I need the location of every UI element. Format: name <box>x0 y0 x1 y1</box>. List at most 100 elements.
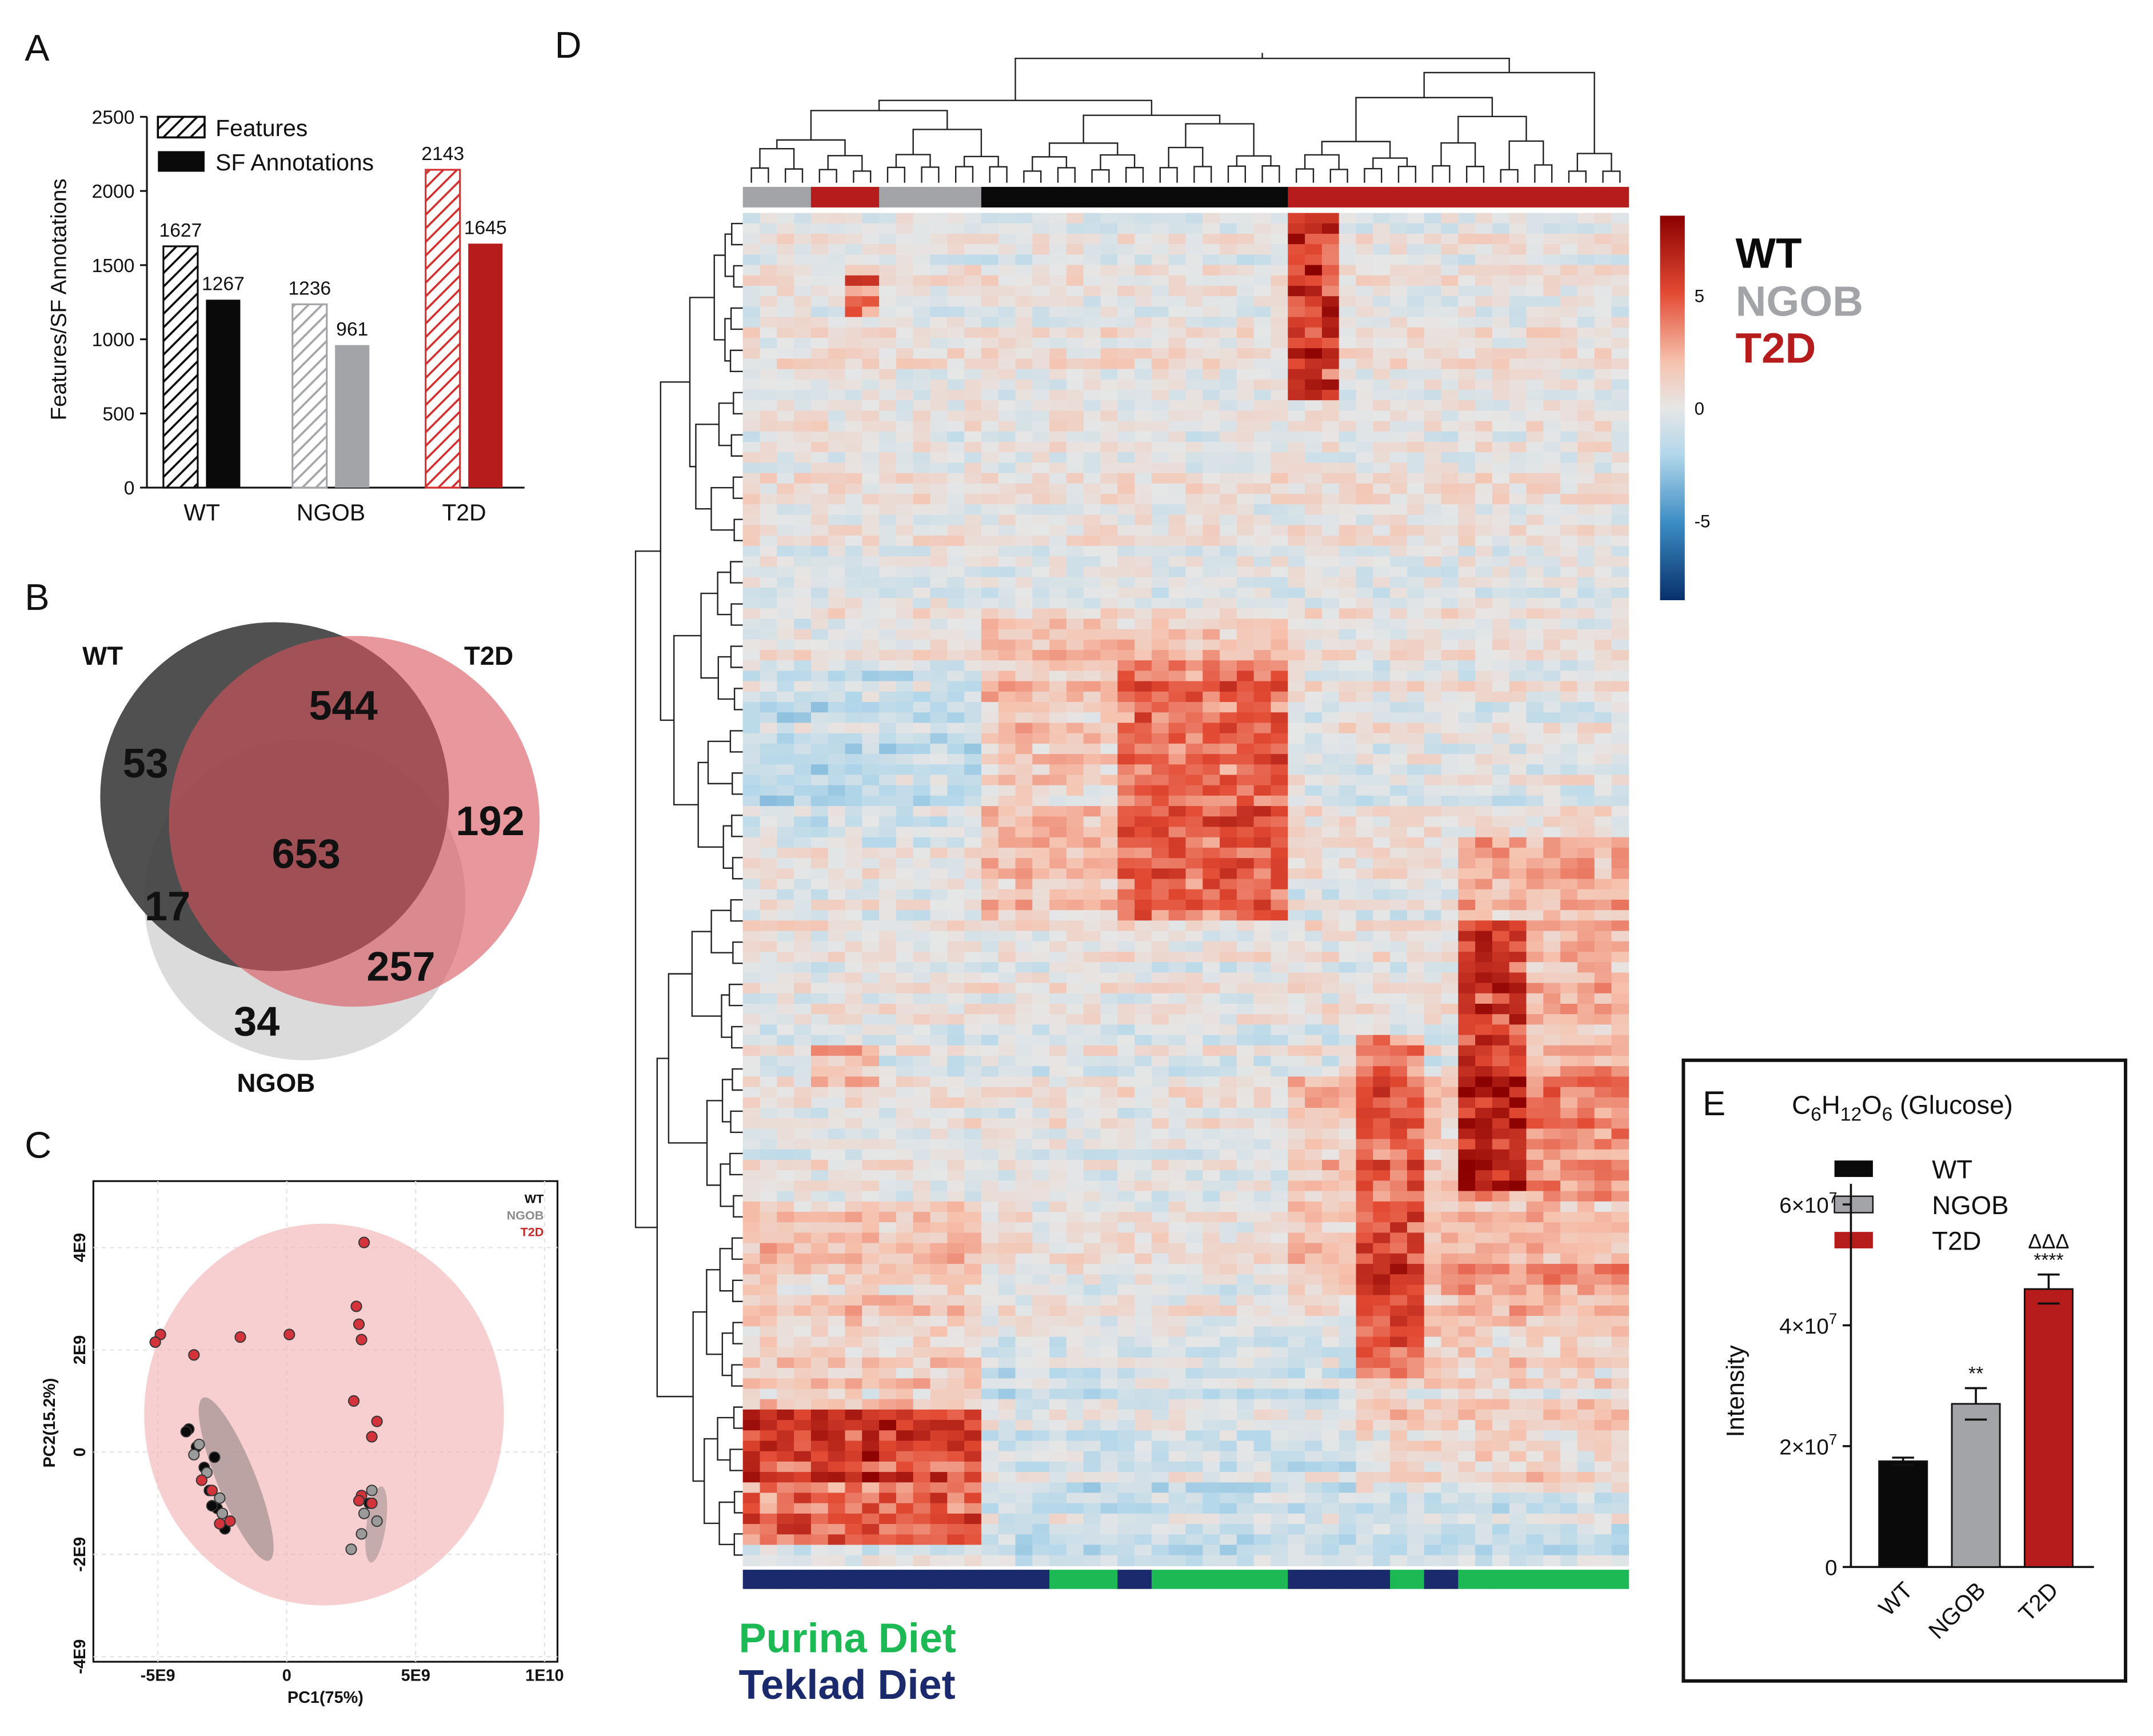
heatmap-cell <box>1151 931 1169 942</box>
heatmap-cell <box>1407 775 1425 786</box>
heatmap-cell <box>1577 462 1595 474</box>
heatmap-cell <box>1168 671 1187 682</box>
heatmap-cell <box>742 712 761 724</box>
heatmap-cell <box>1407 473 1425 484</box>
heatmap-cell <box>896 556 914 568</box>
heatmap-cell <box>998 317 1016 328</box>
heatmap-cell <box>896 650 914 661</box>
heatmap-cell <box>1271 1035 1289 1046</box>
heatmap-cell <box>1424 681 1442 692</box>
heatmap-cell <box>1151 806 1169 817</box>
heatmap-cell <box>1066 650 1084 661</box>
heatmap-cell <box>862 265 880 276</box>
heatmap-cell <box>1526 608 1544 620</box>
heatmap-cell <box>1271 1108 1289 1119</box>
heatmap-cell <box>794 598 812 609</box>
heatmap-cell <box>1135 462 1152 474</box>
heatmap-cell <box>913 858 931 869</box>
heatmap-cell <box>1543 587 1561 599</box>
heatmap-cell <box>913 1149 931 1160</box>
heatmap-cell <box>1100 1014 1119 1025</box>
heatmap-cell <box>913 733 931 744</box>
heatmap-cell <box>862 691 880 703</box>
heatmap-cell <box>1253 483 1272 494</box>
heatmap-cell <box>913 275 931 286</box>
heatmap-cell <box>1441 993 1459 1004</box>
heatmap-cell <box>777 577 795 588</box>
dendrogram-link <box>729 349 743 373</box>
heatmap-cell <box>1390 681 1408 692</box>
group-annotation-wt <box>1168 186 1187 207</box>
heatmap-cell <box>1049 504 1067 516</box>
heatmap-cell <box>1577 213 1595 224</box>
heatmap-cell <box>1407 317 1425 328</box>
heatmap-cell <box>1577 379 1595 390</box>
heatmap-cell <box>1543 275 1561 286</box>
heatmap-cell <box>1015 369 1033 380</box>
heatmap-cell <box>1594 941 1612 952</box>
heatmap-cell <box>1441 733 1459 744</box>
heatmap-cell <box>1253 858 1272 869</box>
heatmap-cell <box>1509 431 1527 442</box>
heatmap-cell <box>1100 233 1119 245</box>
heatmap-cell <box>1168 858 1187 869</box>
heatmap-cell <box>1305 1055 1323 1067</box>
heatmap-cell <box>1253 879 1272 890</box>
heatmap-cell <box>998 889 1016 900</box>
heatmap-cell <box>1185 879 1204 890</box>
heatmap-cell <box>964 1149 982 1160</box>
heatmap-cell <box>1271 535 1289 547</box>
heatmap-cell <box>964 712 982 724</box>
heatmap-cell <box>1185 317 1204 328</box>
heatmap-cell <box>1015 535 1033 547</box>
heatmap-cell <box>1543 400 1561 412</box>
heatmap-cell <box>964 785 982 796</box>
heatmap-cell <box>1220 723 1237 734</box>
heatmap-cell <box>742 899 761 911</box>
dendrogram-link <box>731 1025 743 1049</box>
heatmap-cell <box>947 306 965 318</box>
heatmap-cell <box>1356 712 1374 724</box>
heatmap-cell <box>1543 285 1561 297</box>
heatmap-cell <box>1339 1108 1357 1119</box>
heatmap-cell <box>1390 577 1408 588</box>
heatmap-cell <box>1390 764 1408 776</box>
heatmap-cell <box>1577 566 1595 578</box>
heatmap-cell <box>913 941 931 952</box>
dendrogram-link <box>785 168 804 183</box>
heatmap-cell <box>1253 421 1272 432</box>
heatmap-cell <box>1492 951 1510 963</box>
heatmap-cell <box>947 650 965 661</box>
heatmap-cell <box>1577 723 1595 734</box>
dendrogram-link <box>717 656 735 700</box>
dendrogram-link <box>730 899 743 922</box>
heatmap-cell <box>1611 400 1629 412</box>
group-annotation-t2d <box>828 186 846 207</box>
heatmap-cell <box>1049 972 1067 984</box>
heatmap-cell <box>1321 1097 1340 1108</box>
heatmap-cell <box>1151 650 1169 661</box>
heatmap-cell <box>1203 712 1221 724</box>
heatmap-cell <box>1458 254 1476 266</box>
heatmap-cell <box>1083 1108 1101 1119</box>
heatmap-cell <box>1135 535 1152 547</box>
heatmap-cell <box>1407 275 1425 286</box>
heatmap-cell <box>1236 337 1255 349</box>
heatmap-cell <box>981 525 999 536</box>
heatmap-cell <box>828 837 846 848</box>
heatmap-cell <box>1543 223 1561 234</box>
heatmap-cell <box>1356 566 1374 578</box>
heatmap-cell <box>1577 806 1595 817</box>
heatmap-cell <box>1135 889 1152 900</box>
heatmap-cell <box>1271 639 1289 651</box>
heatmap-cell <box>1135 504 1152 516</box>
heatmap-cell <box>1339 681 1357 692</box>
heatmap-cell <box>1083 1035 1101 1046</box>
heatmap-cell <box>1441 348 1459 360</box>
heatmap-cell <box>1100 671 1119 682</box>
heatmap-cell <box>1407 442 1425 453</box>
heatmap-cell <box>1475 858 1493 869</box>
heatmap-cell <box>845 1045 863 1056</box>
heatmap-cell <box>1066 598 1084 609</box>
heatmap-cell <box>810 223 829 234</box>
